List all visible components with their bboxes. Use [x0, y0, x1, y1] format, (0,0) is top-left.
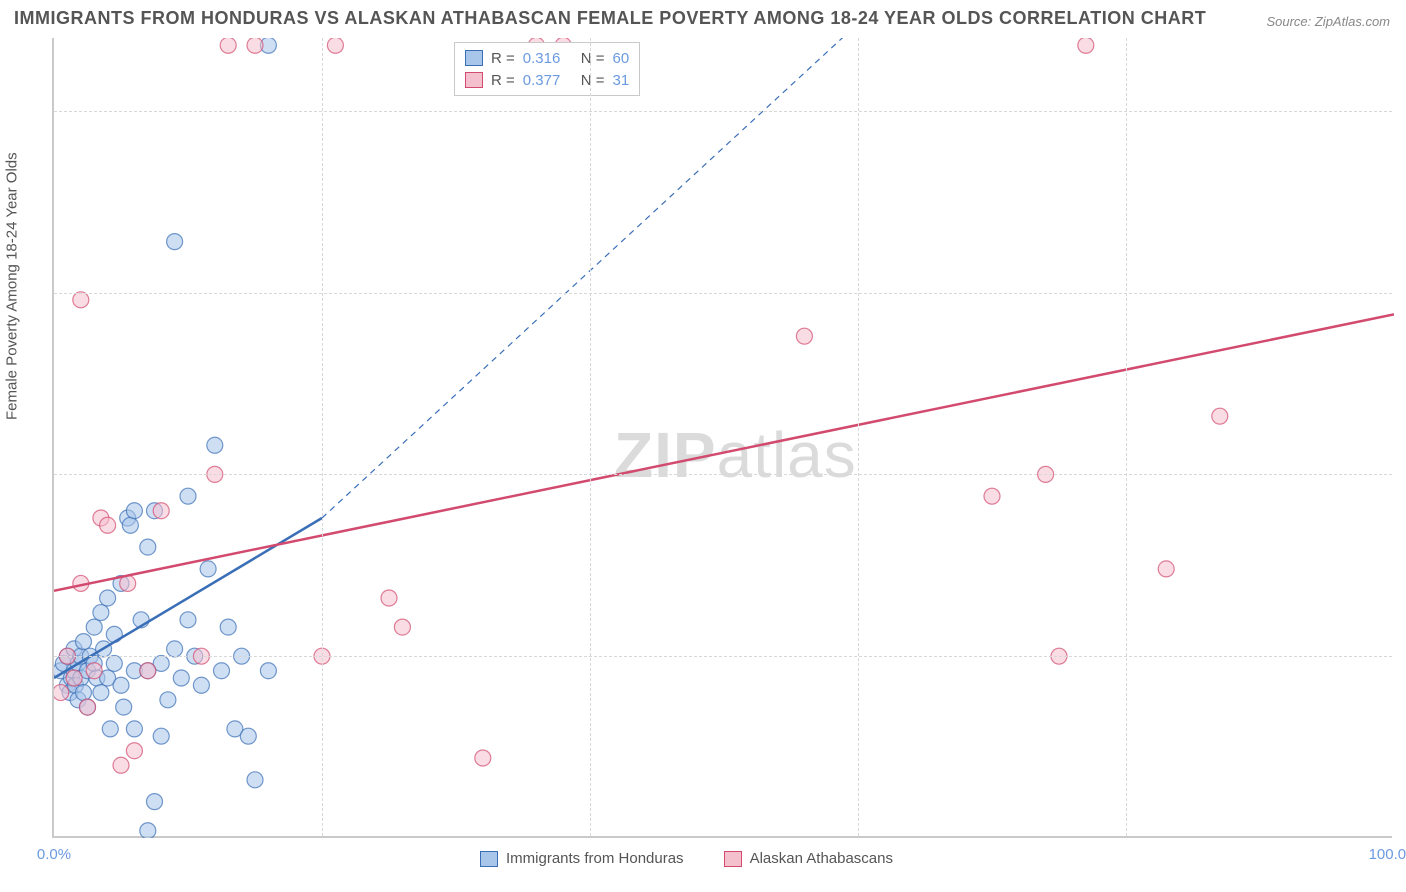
plot-area: ZIPatlas R = 0.316 N = 60 R = 0.377 N = …: [52, 38, 1392, 838]
scatter-point: [214, 663, 230, 679]
scatter-point: [54, 685, 69, 701]
scatter-point: [113, 677, 129, 693]
legend-series: Immigrants from Honduras Alaskan Athabas…: [480, 850, 893, 867]
ytick-label: 25.0%: [1334, 648, 1406, 665]
gridline-v: [858, 38, 859, 836]
scatter-point: [80, 699, 96, 715]
scatter-point: [1212, 408, 1228, 424]
y-axis-label: Female Poverty Among 18-24 Year Olds: [4, 152, 21, 420]
scatter-point: [394, 619, 410, 635]
n-label: N =: [581, 72, 605, 89]
scatter-point: [153, 503, 169, 519]
gridline-v: [1126, 38, 1127, 836]
scatter-point: [167, 234, 183, 250]
gridline-h: [54, 293, 1392, 294]
r-value-1: 0.316: [523, 50, 573, 67]
scatter-point: [180, 612, 196, 628]
scatter-point: [116, 699, 132, 715]
chart-svg: [54, 38, 1394, 838]
series-2-label: Alaskan Athabascans: [750, 850, 893, 867]
scatter-point: [220, 619, 236, 635]
source-label: Source: ZipAtlas.com: [1266, 14, 1390, 29]
legend-row-2: R = 0.377 N = 31: [465, 69, 629, 91]
scatter-point: [475, 750, 491, 766]
scatter-point: [66, 670, 82, 686]
scatter-point: [140, 663, 156, 679]
scatter-point: [100, 590, 116, 606]
series-1-label: Immigrants from Honduras: [506, 850, 684, 867]
r-label: R =: [491, 72, 515, 89]
scatter-point: [173, 670, 189, 686]
scatter-point: [75, 634, 91, 650]
scatter-point: [126, 721, 142, 737]
scatter-point: [260, 663, 276, 679]
scatter-point: [180, 488, 196, 504]
scatter-point: [126, 503, 142, 519]
chart-title: IMMIGRANTS FROM HONDURAS VS ALASKAN ATHA…: [14, 8, 1206, 29]
scatter-point: [207, 437, 223, 453]
scatter-point: [86, 663, 102, 679]
n-value-2: 31: [613, 72, 630, 89]
scatter-point: [193, 677, 209, 693]
scatter-point: [153, 728, 169, 744]
swatch-series-2: [465, 72, 483, 88]
swatch-series-2-icon: [724, 851, 742, 867]
scatter-point: [247, 38, 263, 53]
scatter-point: [73, 292, 89, 308]
gridline-h: [54, 474, 1392, 475]
n-value-1: 60: [613, 50, 630, 67]
scatter-point: [220, 38, 236, 53]
ytick-label: 100.0%: [1334, 102, 1406, 119]
trend-line: [54, 314, 1394, 590]
scatter-point: [796, 328, 812, 344]
scatter-point: [167, 641, 183, 657]
scatter-point: [140, 539, 156, 555]
gridline-h: [54, 656, 1392, 657]
r-label: R =: [491, 50, 515, 67]
scatter-point: [240, 728, 256, 744]
scatter-point: [381, 590, 397, 606]
scatter-point: [327, 38, 343, 53]
n-label: N =: [581, 50, 605, 67]
ytick-label: 75.0%: [1334, 284, 1406, 301]
scatter-point: [122, 517, 138, 533]
xtick-label: 0.0%: [37, 846, 71, 863]
gridline-v: [322, 38, 323, 836]
scatter-point: [147, 794, 163, 810]
scatter-point: [93, 685, 109, 701]
scatter-point: [1158, 561, 1174, 577]
legend-item-1: Immigrants from Honduras: [480, 850, 684, 867]
scatter-point: [75, 685, 91, 701]
swatch-series-1-icon: [480, 851, 498, 867]
scatter-point: [93, 605, 109, 621]
gridline-h: [54, 111, 1392, 112]
legend-row-1: R = 0.316 N = 60: [465, 47, 629, 69]
scatter-point: [984, 488, 1000, 504]
scatter-point: [102, 721, 118, 737]
swatch-series-1: [465, 50, 483, 66]
scatter-point: [1078, 38, 1094, 53]
xtick-label: 100.0%: [1369, 846, 1406, 863]
r-value-2: 0.377: [523, 72, 573, 89]
scatter-point: [100, 517, 116, 533]
scatter-point: [86, 619, 102, 635]
scatter-point: [160, 692, 176, 708]
scatter-point: [126, 743, 142, 759]
ytick-label: 50.0%: [1334, 466, 1406, 483]
gridline-v: [590, 38, 591, 836]
scatter-point: [113, 757, 129, 773]
scatter-point: [200, 561, 216, 577]
scatter-point: [247, 772, 263, 788]
scatter-point: [140, 823, 156, 838]
legend-correlation: R = 0.316 N = 60 R = 0.377 N = 31: [454, 42, 640, 96]
legend-item-2: Alaskan Athabascans: [724, 850, 893, 867]
scatter-point: [106, 655, 122, 671]
